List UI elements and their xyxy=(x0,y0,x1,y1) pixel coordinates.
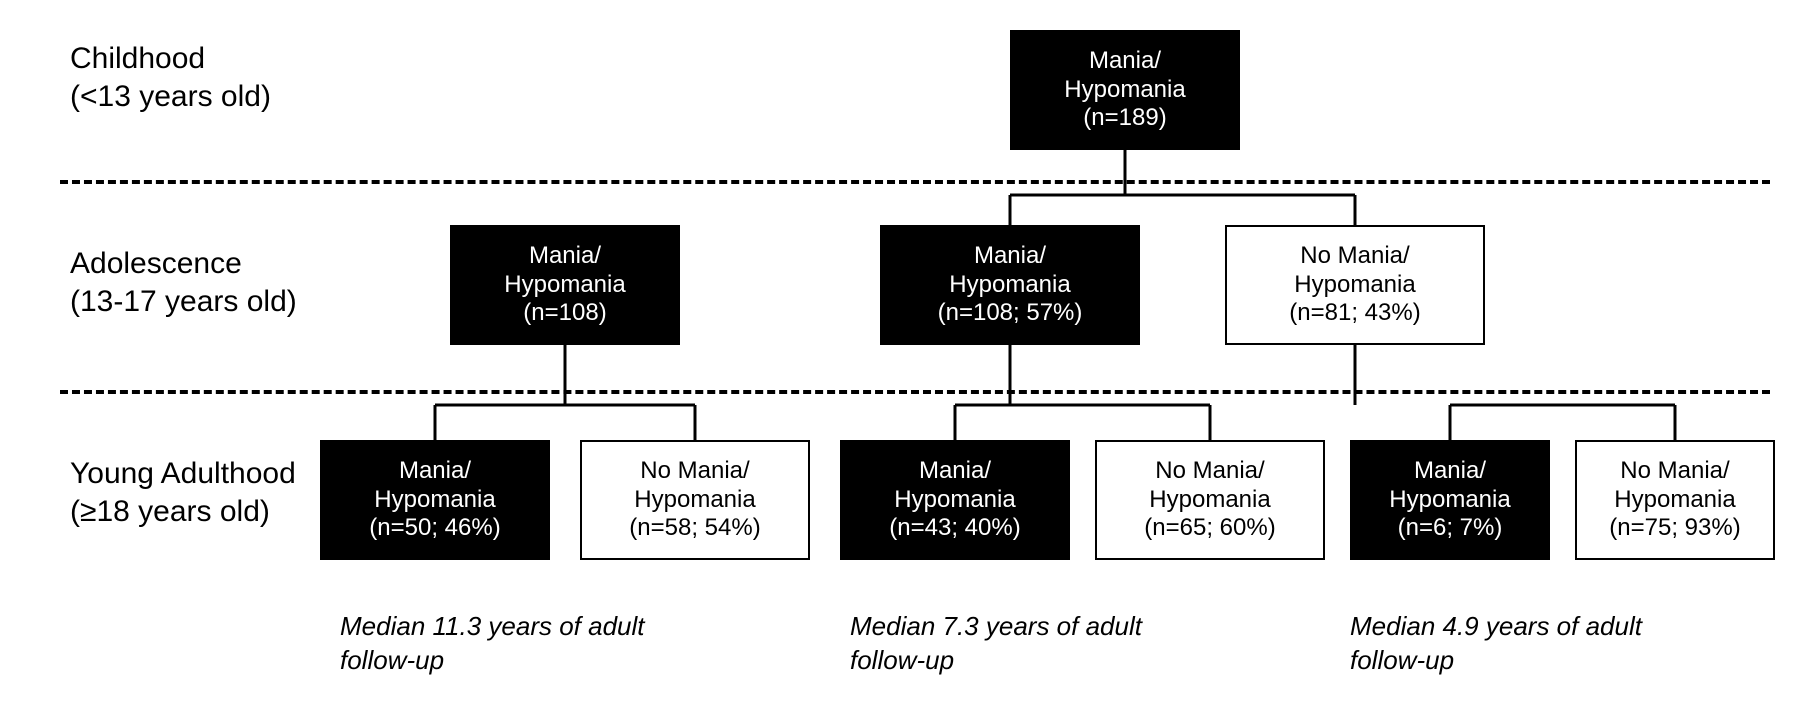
node-ya1-mania: Mania/ Hypomania (n=50; 46%) xyxy=(320,440,550,560)
node-ado-no-mania: No Mania/ Hypomania (n=81; 43%) xyxy=(1225,225,1485,345)
footnote-1: Median 11.3 years of adult follow-up xyxy=(340,610,644,678)
row-label-title: Childhood xyxy=(70,42,205,75)
node-line: Mania/ xyxy=(529,242,601,271)
row-label-title: Adolescence xyxy=(70,247,242,280)
row-label-adolescence: Adolescence (13-17 years old) xyxy=(70,245,297,320)
node-line: (n=108) xyxy=(523,299,606,328)
node-line: Mania/ xyxy=(1089,47,1161,76)
node-line: Hypomania xyxy=(894,486,1015,515)
node-ya1-no-mania: No Mania/ Hypomania (n=58; 54%) xyxy=(580,440,810,560)
node-line: No Mania/ xyxy=(1300,242,1409,271)
footnote-line: Median 11.3 years of adult xyxy=(340,611,644,641)
node-ya2-no-mania: No Mania/ Hypomania (n=65; 60%) xyxy=(1095,440,1325,560)
node-line: Mania/ xyxy=(974,242,1046,271)
node-line: Mania/ xyxy=(399,457,471,486)
node-line: Hypomania xyxy=(504,271,625,300)
flowchart-canvas: Childhood (<13 years old) Adolescence (1… xyxy=(0,0,1800,720)
row-label-young-adulthood: Young Adulthood (≥18 years old) xyxy=(70,455,296,530)
node-root: Mania/ Hypomania (n=189) xyxy=(1010,30,1240,150)
node-line: Hypomania xyxy=(1389,486,1510,515)
row-label-title: Young Adulthood xyxy=(70,457,296,490)
node-line: No Mania/ xyxy=(1620,457,1729,486)
node-ado-standalone: Mania/ Hypomania (n=108) xyxy=(450,225,680,345)
node-line: Hypomania xyxy=(634,486,755,515)
node-line: Mania/ xyxy=(1414,457,1486,486)
node-line: (n=65; 60%) xyxy=(1144,514,1275,543)
node-line: (n=108; 57%) xyxy=(938,299,1083,328)
node-line: No Mania/ xyxy=(640,457,749,486)
node-line: Hypomania xyxy=(949,271,1070,300)
footnote-line: Median 4.9 years of adult xyxy=(1350,611,1642,641)
footnote-line: Median 7.3 years of adult xyxy=(850,611,1142,641)
node-ya3-no-mania: No Mania/ Hypomania (n=75; 93%) xyxy=(1575,440,1775,560)
row-label-childhood: Childhood (<13 years old) xyxy=(70,40,271,115)
footnote-line: follow-up xyxy=(850,645,954,675)
row-label-sub: (13-17 years old) xyxy=(70,283,297,321)
node-line: (n=58; 54%) xyxy=(629,514,760,543)
divider-adolescence-youngadult xyxy=(60,390,1770,394)
node-line: (n=50; 46%) xyxy=(369,514,500,543)
footnote-line: follow-up xyxy=(340,645,444,675)
node-line: (n=189) xyxy=(1083,104,1166,133)
node-line: (n=81; 43%) xyxy=(1289,299,1420,328)
node-line: (n=6; 7%) xyxy=(1398,514,1503,543)
node-line: Hypomania xyxy=(1064,76,1185,105)
footnote-3: Median 4.9 years of adult follow-up xyxy=(1350,610,1642,678)
footnote-line: follow-up xyxy=(1350,645,1454,675)
node-line: (n=75; 93%) xyxy=(1609,514,1740,543)
node-line: (n=43; 40%) xyxy=(889,514,1020,543)
node-line: Hypomania xyxy=(1149,486,1270,515)
node-ya2-mania: Mania/ Hypomania (n=43; 40%) xyxy=(840,440,1070,560)
node-line: Hypomania xyxy=(374,486,495,515)
node-line: Hypomania xyxy=(1614,486,1735,515)
node-line: No Mania/ xyxy=(1155,457,1264,486)
footnote-2: Median 7.3 years of adult follow-up xyxy=(850,610,1142,678)
node-ado-mania: Mania/ Hypomania (n=108; 57%) xyxy=(880,225,1140,345)
node-ya3-mania: Mania/ Hypomania (n=6; 7%) xyxy=(1350,440,1550,560)
row-label-sub: (≥18 years old) xyxy=(70,493,296,531)
row-label-sub: (<13 years old) xyxy=(70,78,271,116)
node-line: Mania/ xyxy=(919,457,991,486)
node-line: Hypomania xyxy=(1294,271,1415,300)
divider-childhood-adolescence xyxy=(60,180,1770,184)
